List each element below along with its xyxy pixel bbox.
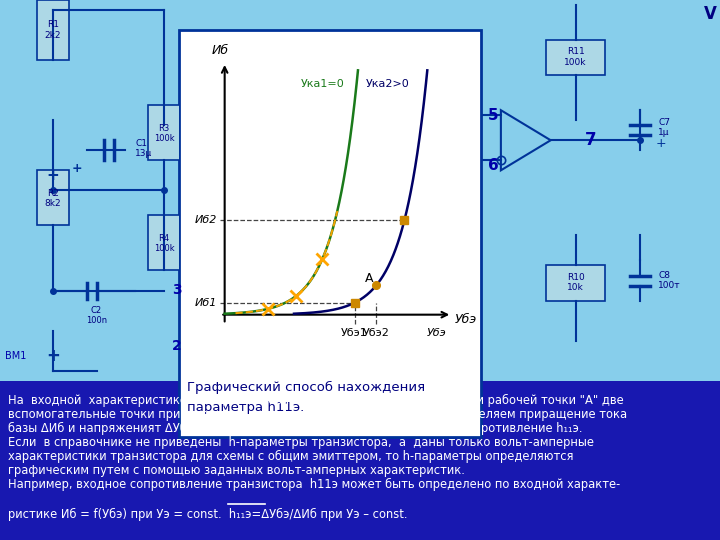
Text: Убэ: Убэ	[454, 313, 477, 326]
Text: графическим путем с помощью заданных вольт-амперных характеристик.: графическим путем с помощью заданных вол…	[8, 464, 465, 477]
Text: C7
1μ: C7 1μ	[658, 118, 670, 137]
Bar	[148, 215, 181, 271]
Bar	[148, 105, 181, 160]
Text: +: +	[47, 168, 60, 183]
Text: A: A	[364, 272, 373, 285]
Text: 5: 5	[487, 107, 498, 123]
Text: 3: 3	[172, 282, 181, 296]
Text: R10
10k: R10 10k	[567, 273, 585, 292]
Text: ристике Иб = f(Убэ) при Уэ = const.  h₁₁э=ΔУбэ/ΔИб при Уэ – const.: ристике Иб = f(Убэ) при Уэ = const. h₁₁э…	[8, 508, 408, 521]
Text: BM1: BM1	[5, 350, 26, 361]
Text: +: +	[46, 347, 60, 364]
Text: +: +	[655, 137, 666, 150]
Bar	[546, 40, 606, 75]
Text: R2
8k2: R2 8k2	[45, 188, 61, 208]
Text: +: +	[72, 162, 83, 175]
Text: Иб2: Иб2	[194, 215, 217, 225]
Text: Графический способ нахождения: Графический способ нахождения	[186, 381, 425, 394]
Bar	[0, 381, 720, 540]
Bar	[37, 0, 70, 60]
Text: R11
100k: R11 100k	[564, 48, 587, 67]
Text: На  входной  характеристике  находим  рабочую  точку "А".  Выбирем  вблизи рабоч: На входной характеристике находим рабочу…	[8, 394, 624, 407]
Text: R1
2k2: R1 2k2	[45, 21, 61, 40]
Text: 7: 7	[585, 131, 596, 149]
Text: характеристики транзистора для схемы с общим эмиттером, то h-параметры определяю: характеристики транзистора для схемы с о…	[8, 450, 574, 463]
Text: C2
100n: C2 100n	[86, 306, 107, 325]
Bar	[546, 266, 606, 301]
Text: R4
100k: R4 100k	[154, 234, 174, 253]
Bar	[179, 30, 481, 437]
Text: вспомогательные точки приблизительно на одинаковом расстоянии и определяем прира: вспомогательные точки приблизительно на …	[8, 408, 627, 421]
Text: базы ΔИб и напряженият ΔУбэ, по которым находим  дифференциальное сопротивление : базы ΔИб и напряженият ΔУбэ, по которым …	[8, 422, 582, 435]
Text: Например, входное сопротивление транзистора  h11э может быть определено по входн: Например, входное сопротивление транзист…	[8, 478, 620, 491]
Text: Если  в справочнике не приведены  h-параметры транзистора,  а  даны только вольт: Если в справочнике не приведены h-параме…	[8, 436, 594, 449]
Text: R3
100k: R3 100k	[154, 124, 174, 143]
Text: V: V	[703, 5, 716, 23]
Bar	[37, 170, 70, 225]
Text: Убэ1: Убэ1	[341, 328, 368, 338]
Text: 6: 6	[487, 158, 498, 173]
Text: C1
13μ: C1 13μ	[135, 139, 153, 158]
Text: Убэ2: Убэ2	[363, 328, 390, 338]
Text: 2: 2	[172, 339, 181, 353]
Bar	[0, 0, 720, 381]
Text: C8
100т: C8 100т	[658, 271, 681, 290]
Text: Ука2>0: Ука2>0	[366, 79, 409, 89]
Text: Убэ: Убэ	[427, 328, 447, 338]
Text: параметра h11э.: параметра h11э.	[186, 401, 304, 414]
Text: Иб: Иб	[212, 44, 229, 57]
Text: Иб1: Иб1	[194, 298, 217, 308]
Text: Ука1=0: Ука1=0	[300, 79, 344, 89]
